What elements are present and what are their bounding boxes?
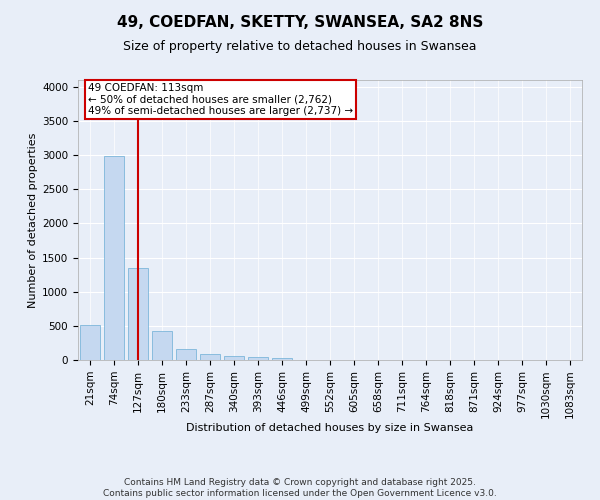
Bar <box>152 332 172 360</box>
Bar <box>176 349 196 360</box>
Y-axis label: Number of detached properties: Number of detached properties <box>28 132 38 308</box>
X-axis label: Distribution of detached houses by size in Swansea: Distribution of detached houses by size … <box>187 422 473 432</box>
Text: Size of property relative to detached houses in Swansea: Size of property relative to detached ho… <box>123 40 477 53</box>
Bar <box>224 356 244 360</box>
Bar <box>80 325 100 360</box>
Bar <box>104 156 124 360</box>
Text: Contains HM Land Registry data © Crown copyright and database right 2025.
Contai: Contains HM Land Registry data © Crown c… <box>103 478 497 498</box>
Bar <box>272 358 292 360</box>
Bar <box>128 268 148 360</box>
Text: 49, COEDFAN, SKETTY, SWANSEA, SA2 8NS: 49, COEDFAN, SKETTY, SWANSEA, SA2 8NS <box>117 15 483 30</box>
Bar <box>200 354 220 360</box>
Bar <box>248 358 268 360</box>
Text: 49 COEDFAN: 113sqm
← 50% of detached houses are smaller (2,762)
49% of semi-deta: 49 COEDFAN: 113sqm ← 50% of detached hou… <box>88 83 353 116</box>
